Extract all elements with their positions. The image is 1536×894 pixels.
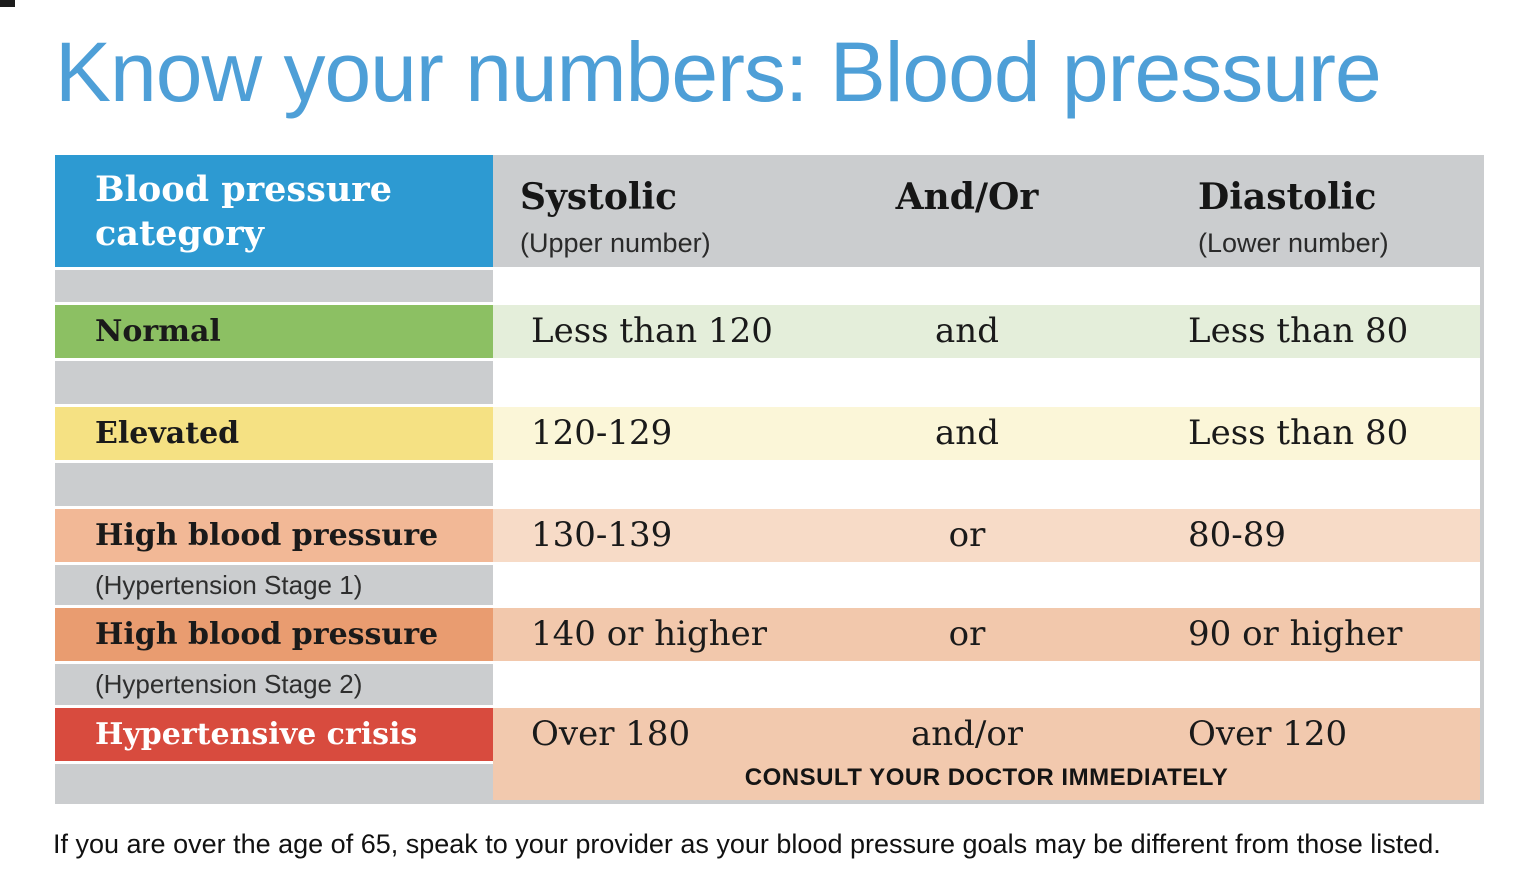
stage2-subcategory: (Hypertension Stage 2) xyxy=(55,661,493,708)
bp-table: Blood pressure category Systolic (Upper … xyxy=(55,155,1484,804)
category-bar-crisis: Hypertensive crisis xyxy=(55,708,493,761)
corner-artifact xyxy=(0,0,15,7)
diastolic-value: 80-89 xyxy=(1188,515,1287,555)
diastolic-value: 90 or higher xyxy=(1188,614,1403,654)
diastolic-value: Over 120 xyxy=(1188,714,1348,754)
category-bar-normal: Normal xyxy=(55,305,493,358)
connector-value: or xyxy=(948,614,986,654)
category-label: Elevated xyxy=(95,416,240,451)
connector-value: and xyxy=(935,413,999,453)
diastolic-value: Less than 80 xyxy=(1188,413,1409,453)
systolic-value: 140 or higher xyxy=(531,614,768,654)
diastolic-header-label: Diastolic xyxy=(1198,176,1377,218)
page-title: Know your numbers: Blood pressure xyxy=(55,25,1382,119)
stage2-subcategory-label: (Hypertension Stage 2) xyxy=(95,669,363,699)
category-header-label: Blood pressure category xyxy=(95,169,392,254)
value-band-crisis: Over 180 and/or Over 120 xyxy=(493,708,1480,800)
andor-header-label: And/Or xyxy=(895,176,1039,218)
category-header-cell: Blood pressure category xyxy=(55,155,493,267)
stage1-subcategory-label: (Hypertension Stage 1) xyxy=(95,569,363,600)
connector-value: or xyxy=(948,515,986,555)
value-band-stage1: 130-139 or 80-89 xyxy=(493,509,1480,562)
category-label: Normal xyxy=(95,314,221,349)
category-bar-stage1: High blood pressure xyxy=(55,509,493,562)
connector-value: and/or xyxy=(910,714,1024,754)
systolic-header-label: Systolic xyxy=(520,176,678,218)
systolic-value: Less than 120 xyxy=(531,311,773,351)
header-divider xyxy=(55,267,493,270)
category-bar-stage2: High blood pressure xyxy=(55,608,493,661)
category-label: Hypertensive crisis xyxy=(95,717,418,752)
age-65-footnote: If you are over the age of 65, speak to … xyxy=(53,829,1441,859)
value-band-stage2: 140 or higher or 90 or higher xyxy=(493,608,1480,661)
category-bar-elevated: Elevated xyxy=(55,407,493,460)
connector-value: and xyxy=(935,311,999,351)
value-band-elevated: 120-129 and Less than 80 xyxy=(493,407,1480,460)
systolic-value: 130-139 xyxy=(531,515,673,555)
systolic-value: 120-129 xyxy=(531,413,673,453)
value-band-normal: Less than 120 and Less than 80 xyxy=(493,305,1480,358)
diastolic-value: Less than 80 xyxy=(1188,311,1409,351)
systolic-header-subtitle: (Upper number) xyxy=(520,228,711,258)
consult-doctor-note: CONSULT YOUR DOCTOR IMMEDIATELY xyxy=(744,764,1229,791)
stage1-subcategory: (Hypertension Stage 1) xyxy=(55,562,493,608)
category-label: High blood pressure xyxy=(95,518,439,553)
category-label: High blood pressure xyxy=(95,617,439,652)
systolic-value: Over 180 xyxy=(531,714,691,754)
diastolic-header-subtitle: (Lower number) xyxy=(1198,228,1389,258)
